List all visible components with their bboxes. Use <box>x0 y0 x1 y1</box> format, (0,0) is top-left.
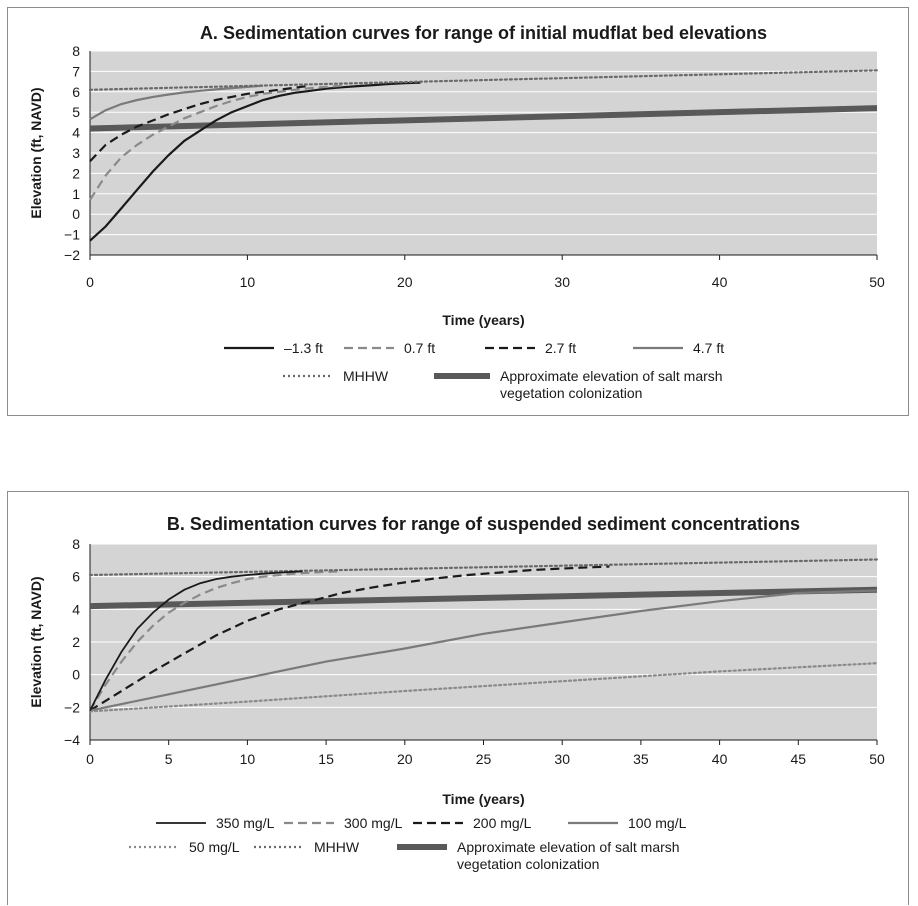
chart-a-ytick-label: 1 <box>72 186 80 202</box>
chart-a-xtick-label: 50 <box>869 274 885 290</box>
chart-b-svg: B. Sedimentation curves for range of sus… <box>28 514 885 872</box>
chart-a-ytick-label: 8 <box>72 43 80 59</box>
chart-b-legend-label: vegetation colonization <box>457 856 599 872</box>
chart-b-series-50-mg-l <box>88 662 879 713</box>
chart-a-ytick-label: 4 <box>72 125 80 141</box>
chart-b-legend-label: MHHW <box>314 839 360 855</box>
chart-b-ytick-label: −2 <box>64 699 80 715</box>
chart-a-ylabel: Elevation (ft, NAVD) <box>28 87 44 218</box>
chart-panel-a: A. Sedimentation curves for range of ini… <box>7 7 909 416</box>
chart-b-xtick-label: 30 <box>554 751 570 767</box>
chart-a-xtick-label: 30 <box>554 274 570 290</box>
chart-a-xtick-label: 40 <box>712 274 728 290</box>
chart-b-xlabel: Time (years) <box>442 791 524 807</box>
chart-b-ylabel: Elevation (ft, NAVD) <box>28 576 44 707</box>
chart-b-ytick-label: 8 <box>72 536 80 552</box>
chart-a-xtick-label: 10 <box>240 274 256 290</box>
chart-a-series-1-3-ft <box>89 81 421 242</box>
chart-a-ytick-label: 2 <box>72 165 80 181</box>
chart-panel-b: B. Sedimentation curves for range of sus… <box>7 491 909 905</box>
chart-a-title: A. Sedimentation curves for range of ini… <box>200 23 767 43</box>
chart-b-xtick-label: 35 <box>633 751 649 767</box>
chart-b-series-300-mg-l <box>89 570 342 712</box>
chart-a-series-mhhw <box>88 69 879 91</box>
chart-a-ytick-label: 7 <box>72 63 80 79</box>
chart-a-xtick-label: 0 <box>86 274 94 290</box>
chart-b-ytick-label: 6 <box>72 569 80 585</box>
chart-a-series-4-7-ft <box>89 84 264 121</box>
chart-b-xtick-label: 25 <box>476 751 492 767</box>
chart-a-ytick-label: 6 <box>72 84 80 100</box>
chart-b-xtick-label: 5 <box>165 751 173 767</box>
chart-a-ytick-label: 3 <box>72 145 80 161</box>
chart-b-xtick-label: 50 <box>869 751 885 767</box>
chart-b-legend-label: 350 mg/L <box>216 815 275 831</box>
chart-b-series-200-mg-l <box>89 565 610 712</box>
chart-a-series-0-7-ft <box>89 84 342 201</box>
chart-a-series-approximate-elevation-of-salt-marsh-vege <box>89 105 878 132</box>
chart-a-legend-label: 0.7 ft <box>404 340 435 356</box>
chart-a-legend-label: vegetation colonization <box>500 385 642 401</box>
chart-b-legend-label: 300 mg/L <box>344 815 403 831</box>
chart-a-svg: A. Sedimentation curves for range of ini… <box>28 23 885 401</box>
chart-a-series-2-7-ft <box>89 84 311 162</box>
chart-a-legend-label: –1.3 ft <box>284 340 323 356</box>
chart-b-legend-label: 50 mg/L <box>189 839 240 855</box>
chart-a-legend-label: MHHW <box>343 368 389 384</box>
chart-b-ytick-label: 4 <box>72 601 80 617</box>
chart-b-title: B. Sedimentation curves for range of sus… <box>167 514 800 534</box>
chart-b-legend-label: 100 mg/L <box>628 815 687 831</box>
chart-a-legend-label: Approximate elevation of salt marsh <box>500 368 723 384</box>
chart-b-xtick-label: 40 <box>712 751 728 767</box>
chart-a-xtick-label: 20 <box>397 274 413 290</box>
chart-b-series-mhhw <box>88 558 879 577</box>
chart-b-xtick-label: 15 <box>318 751 334 767</box>
chart-b-series-approximate-elevation-of-salt-marsh-vege <box>89 586 878 610</box>
chart-a-ytick-label: −2 <box>64 247 80 263</box>
chart-b-xtick-label: 10 <box>240 751 256 767</box>
chart-b-legend-label: Approximate elevation of salt marsh <box>457 839 680 855</box>
chart-b-ytick-label: 0 <box>72 667 80 683</box>
chart-b-series-350-mg-l <box>89 570 303 712</box>
chart-b-xtick-label: 0 <box>86 751 94 767</box>
chart-b-xtick-label: 45 <box>791 751 807 767</box>
chart-b-legend-label: 200 mg/L <box>473 815 532 831</box>
chart-a-legend-label: 4.7 ft <box>693 340 724 356</box>
chart-b-series-100-mg-l <box>89 589 878 712</box>
chart-b-ytick-label: −4 <box>64 732 80 748</box>
chart-a-ytick-label: −1 <box>64 227 80 243</box>
chart-b-ytick-label: 2 <box>72 634 80 650</box>
chart-a-legend-label: 2.7 ft <box>545 340 576 356</box>
chart-b-xtick-label: 20 <box>397 751 413 767</box>
chart-a-ytick-label: 0 <box>72 206 80 222</box>
chart-a-xlabel: Time (years) <box>442 312 524 328</box>
chart-a-ytick-label: 5 <box>72 104 80 120</box>
